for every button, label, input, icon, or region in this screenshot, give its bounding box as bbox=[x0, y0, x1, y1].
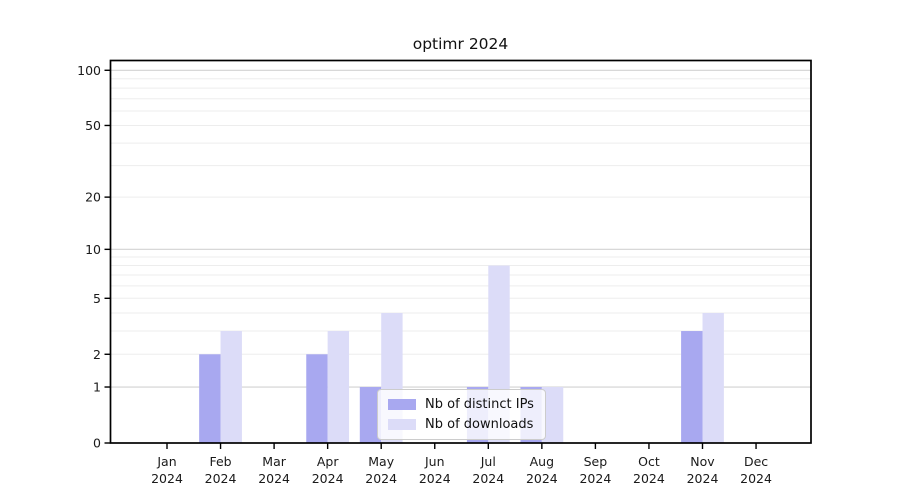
x-tick-label-year: 2024 bbox=[205, 471, 237, 486]
x-tick-label-year: 2024 bbox=[419, 471, 451, 486]
x-tick-label-month: Oct bbox=[638, 454, 660, 469]
legend-swatch-downloads bbox=[388, 419, 416, 430]
x-tick-label-month: Dec bbox=[744, 454, 768, 469]
x-tick-label-year: 2024 bbox=[472, 471, 504, 486]
chart-title: optimr 2024 bbox=[412, 35, 509, 53]
y-tick-label: 5 bbox=[93, 291, 101, 306]
legend-item-distinct-ips: Nb of distinct IPs bbox=[388, 397, 534, 412]
legend-item-downloads: Nb of downloads bbox=[388, 417, 534, 432]
axes-frame bbox=[109, 59, 812, 444]
x-tick-label-year: 2024 bbox=[633, 471, 665, 486]
x-tick-label-month: Jul bbox=[480, 454, 496, 469]
legend-swatch-distinct-ips bbox=[388, 399, 416, 410]
x-tick-label-year: 2024 bbox=[687, 471, 719, 486]
y-tick-label: 20 bbox=[85, 190, 101, 205]
legend: Nb of distinct IPs Nb of downloads bbox=[377, 389, 546, 440]
x-tick-label-month: Mar bbox=[262, 454, 286, 469]
bar-distinct-ips-may bbox=[359, 387, 382, 443]
x-tick-label-month: Feb bbox=[209, 454, 231, 469]
y-tick-label: 1 bbox=[93, 380, 101, 395]
bar-downloads-nov bbox=[702, 313, 724, 443]
x-tick-label-year: 2024 bbox=[312, 471, 344, 486]
bar-downloads-apr bbox=[327, 331, 350, 443]
bar-distinct-ips-apr bbox=[306, 354, 328, 443]
x-tick-label-month: Apr bbox=[317, 454, 339, 469]
x-tick-label-month: Sep bbox=[584, 454, 608, 469]
legend-label-distinct-ips: Nb of distinct IPs bbox=[425, 397, 534, 412]
x-tick-label-month: Nov bbox=[690, 454, 715, 469]
y-tick-label: 100 bbox=[77, 63, 101, 78]
y-tick-label: 10 bbox=[85, 242, 101, 257]
x-tick-label-year: 2024 bbox=[365, 471, 397, 486]
bar-downloads-aug bbox=[541, 387, 564, 443]
y-tick-label: 2 bbox=[93, 347, 101, 362]
x-tick-label-month: Jun bbox=[424, 454, 445, 469]
y-tick-label: 50 bbox=[85, 118, 101, 133]
x-tick-label-month: Aug bbox=[530, 454, 554, 469]
x-tick-label-year: 2024 bbox=[579, 471, 611, 486]
x-tick-label-year: 2024 bbox=[258, 471, 290, 486]
x-tick-label-year: 2024 bbox=[526, 471, 558, 486]
x-tick-label-month: May bbox=[368, 454, 394, 469]
x-tick-label-month: Jan bbox=[156, 454, 176, 469]
x-tick-label-year: 2024 bbox=[740, 471, 772, 486]
x-tick-label-year: 2024 bbox=[151, 471, 183, 486]
bar-downloads-feb bbox=[220, 331, 242, 443]
bar-distinct-ips-nov bbox=[681, 331, 703, 443]
legend-label-downloads: Nb of downloads bbox=[425, 417, 534, 432]
y-tick-label: 0 bbox=[93, 436, 101, 451]
bar-distinct-ips-feb bbox=[199, 354, 221, 443]
